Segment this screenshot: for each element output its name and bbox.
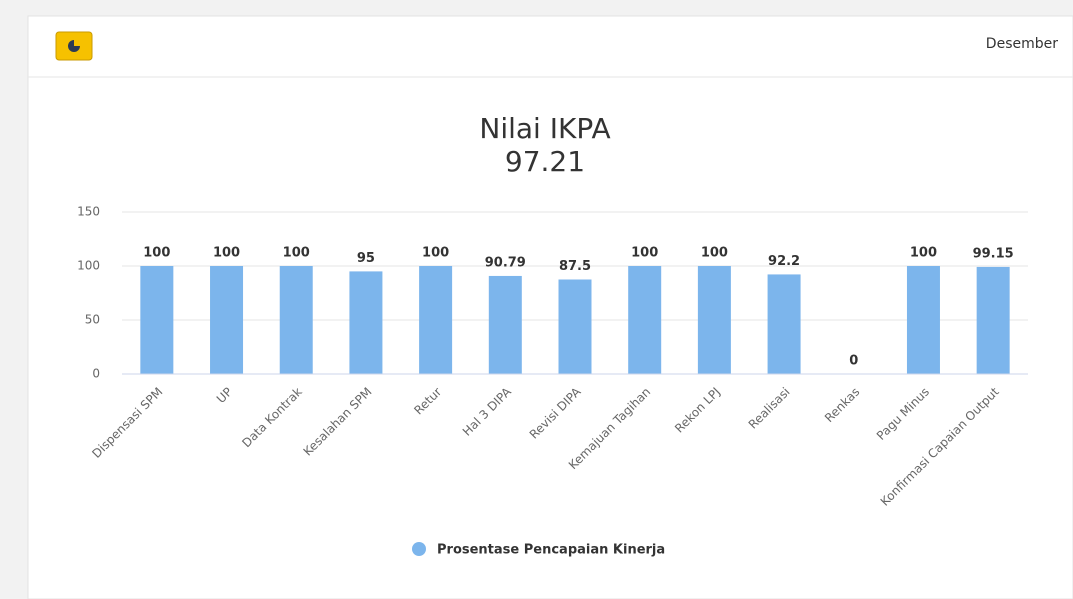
- data-label: 100: [283, 246, 310, 261]
- data-label: 99.15: [973, 246, 1014, 261]
- data-label: 100: [631, 246, 658, 261]
- bar: [906, 266, 940, 374]
- bar: [419, 266, 453, 374]
- bar: [628, 266, 662, 374]
- data-label: 100: [213, 246, 240, 261]
- data-label: 90.79: [485, 255, 526, 270]
- data-label: 95: [357, 251, 375, 266]
- data-label: 100: [910, 246, 937, 261]
- data-label: 87.5: [559, 259, 591, 274]
- period-label[interactable]: Desember: [986, 36, 1058, 52]
- chart-title: Nilai IKPA: [479, 112, 610, 145]
- bar: [488, 275, 522, 374]
- y-tick-label: 0: [92, 367, 100, 381]
- data-label: 92.2: [768, 254, 800, 269]
- bar: [558, 279, 592, 374]
- card: [27, 15, 1073, 599]
- legend-label[interactable]: Prosentase Pencapaian Kinerja: [437, 543, 665, 558]
- data-label: 100: [422, 246, 449, 261]
- bar: [210, 266, 244, 374]
- data-label: 100: [143, 246, 170, 261]
- data-label: 100: [701, 246, 728, 261]
- data-label: 0: [849, 354, 858, 369]
- bar: [349, 271, 383, 374]
- y-tick-label: 50: [85, 313, 100, 327]
- legend-marker: [412, 542, 426, 556]
- chart-type-button[interactable]: [55, 31, 93, 61]
- bar: [767, 274, 801, 374]
- bar: [976, 266, 1010, 374]
- pie-icon-slice: [74, 39, 81, 46]
- y-tick-label: 150: [77, 205, 100, 219]
- bar: [697, 266, 731, 374]
- bar: [140, 266, 174, 374]
- chart-subtitle: 97.21: [505, 145, 585, 178]
- bar: [279, 266, 313, 374]
- y-tick-label: 100: [77, 259, 100, 273]
